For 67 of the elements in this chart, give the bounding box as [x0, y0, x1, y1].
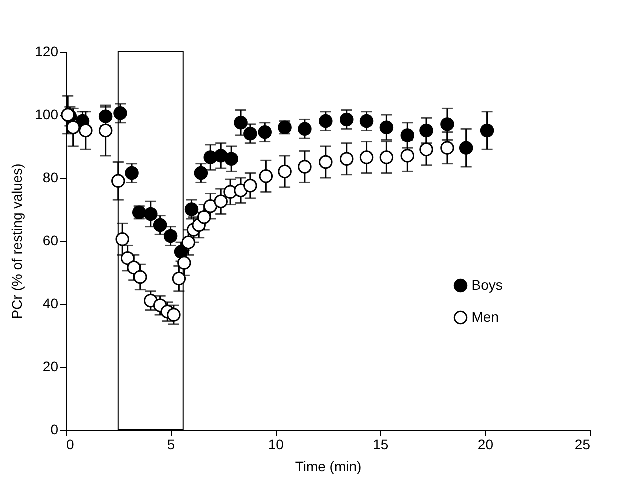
point — [278, 164, 292, 179]
x-tick-label: 5 — [167, 436, 176, 452]
point — [319, 155, 333, 170]
point — [259, 170, 274, 184]
point — [400, 128, 415, 142]
point — [340, 112, 354, 127]
point — [79, 124, 93, 138]
x-tick-label: 15 — [373, 436, 389, 452]
point — [120, 251, 135, 266]
point — [144, 207, 158, 222]
y-tick-label: 120 — [35, 44, 59, 60]
point — [204, 199, 218, 214]
point — [167, 308, 181, 322]
y-tick-label: 20 — [42, 358, 59, 374]
point — [153, 218, 168, 232]
x-tick-label: 20 — [478, 436, 494, 452]
x-tick-label: 0 — [66, 436, 74, 452]
point — [194, 166, 208, 180]
point — [125, 166, 139, 180]
point — [258, 125, 272, 140]
point — [214, 194, 228, 208]
point — [61, 108, 75, 122]
point — [340, 152, 354, 166]
point — [360, 150, 374, 164]
point — [178, 256, 192, 270]
point — [400, 149, 415, 163]
point — [420, 142, 434, 157]
y-tick-label: 0 — [50, 422, 59, 438]
point — [134, 270, 148, 284]
point — [244, 127, 258, 141]
point — [98, 124, 113, 138]
point — [298, 160, 312, 174]
point — [380, 120, 394, 134]
y-tick-label: 80 — [42, 170, 59, 186]
point — [380, 150, 394, 164]
point — [114, 106, 128, 120]
point — [98, 110, 113, 124]
legend-label: Men — [472, 308, 499, 325]
point — [116, 232, 130, 246]
x-tick-label: 10 — [268, 436, 284, 452]
point — [224, 152, 238, 166]
x-tick-label: 25 — [574, 436, 591, 452]
point — [234, 116, 248, 130]
point — [360, 114, 374, 128]
point — [112, 174, 126, 188]
point — [459, 141, 474, 155]
y-tick-label: 60 — [42, 232, 59, 248]
legend-label: Boys — [472, 276, 503, 293]
point — [480, 124, 494, 138]
y-tick-label: 40 — [42, 296, 59, 312]
y-tick-label: 100 — [35, 106, 59, 122]
point — [440, 118, 454, 132]
point — [127, 260, 141, 275]
point — [214, 149, 228, 163]
point — [420, 124, 434, 138]
point — [66, 120, 80, 134]
point — [184, 202, 199, 216]
point — [298, 122, 312, 136]
point — [197, 210, 212, 224]
point — [164, 229, 178, 244]
point — [244, 179, 258, 193]
x-axis-title: Time (min) — [295, 458, 362, 474]
y-axis-title: PCr (% of resting values) — [9, 164, 26, 320]
point — [319, 114, 333, 128]
point — [440, 141, 454, 155]
point — [172, 272, 186, 286]
point — [182, 236, 196, 250]
